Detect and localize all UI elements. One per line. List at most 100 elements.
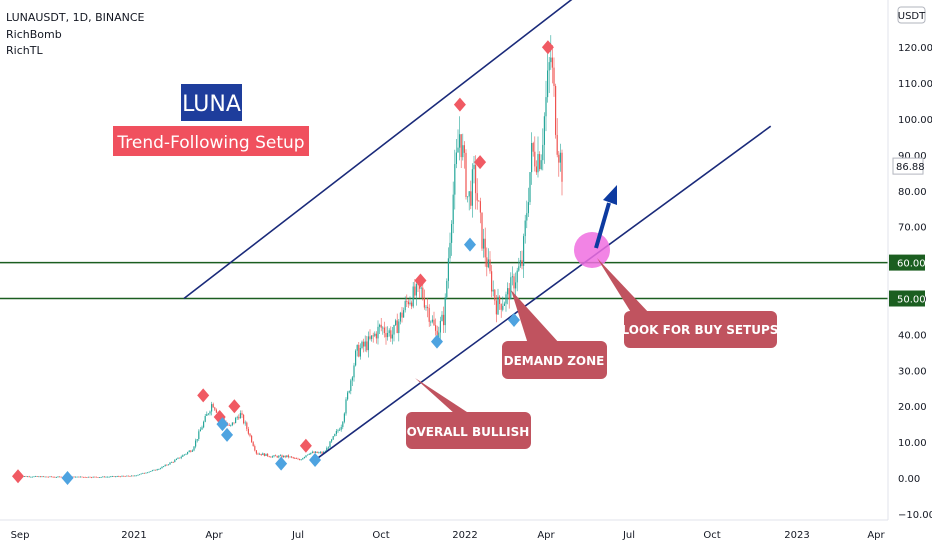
candle bbox=[99, 477, 101, 478]
candle bbox=[492, 289, 494, 292]
level-tag-box bbox=[889, 254, 925, 271]
x-tick-label: Apr bbox=[537, 530, 555, 541]
candle bbox=[385, 333, 387, 338]
demand-callout-pointer bbox=[511, 290, 560, 344]
candle bbox=[513, 276, 515, 289]
buy-signal-diamond bbox=[309, 453, 322, 468]
candle bbox=[367, 336, 369, 351]
candle bbox=[491, 271, 493, 292]
candle bbox=[503, 303, 505, 306]
candle bbox=[275, 455, 277, 457]
candle bbox=[30, 476, 32, 478]
candle bbox=[481, 212, 483, 249]
candle bbox=[342, 421, 344, 428]
candle bbox=[401, 312, 403, 318]
candle bbox=[361, 341, 363, 348]
candle bbox=[387, 332, 389, 338]
candle bbox=[198, 431, 200, 440]
indicator-richbomb[interactable]: RichBomb bbox=[6, 28, 62, 41]
candle bbox=[260, 453, 262, 455]
candle bbox=[316, 451, 318, 453]
up-arrow-shaft bbox=[594, 202, 611, 249]
buy-signal-diamond bbox=[61, 471, 74, 485]
candle bbox=[327, 447, 329, 449]
candle bbox=[292, 457, 294, 459]
candle bbox=[164, 464, 166, 467]
candle bbox=[185, 453, 187, 455]
x-tick-label: Apr bbox=[867, 530, 885, 541]
candle bbox=[337, 430, 339, 432]
y-tick-label: 10.00 bbox=[898, 438, 927, 449]
candle bbox=[364, 341, 366, 347]
candle bbox=[183, 454, 185, 456]
buy-callout-box bbox=[624, 311, 777, 348]
up-arrow-head bbox=[603, 185, 617, 205]
symbol-title[interactable]: LUNAUSDT, 1D, BINANCE bbox=[6, 11, 145, 24]
candle bbox=[561, 152, 563, 182]
candle bbox=[487, 259, 489, 268]
candle bbox=[265, 453, 267, 456]
candle bbox=[511, 276, 513, 278]
candle bbox=[251, 435, 253, 443]
candle bbox=[171, 461, 173, 463]
candle bbox=[55, 477, 57, 478]
candle bbox=[81, 476, 83, 478]
price-tag-label: 86.88 bbox=[896, 162, 925, 173]
candle bbox=[548, 62, 550, 71]
candle bbox=[419, 284, 421, 289]
candle bbox=[331, 439, 333, 442]
candle bbox=[278, 455, 280, 458]
candle bbox=[212, 404, 214, 408]
candle bbox=[41, 476, 43, 478]
candle bbox=[475, 164, 477, 194]
horizontal-levels bbox=[0, 261, 888, 300]
candle bbox=[94, 476, 96, 478]
candle bbox=[276, 456, 278, 458]
candle bbox=[321, 452, 323, 454]
candle bbox=[334, 433, 336, 437]
candle bbox=[518, 266, 520, 271]
buy-signal-diamond bbox=[430, 334, 443, 349]
candle bbox=[507, 288, 509, 295]
candle bbox=[443, 314, 445, 326]
candle bbox=[283, 455, 285, 458]
candle bbox=[447, 258, 449, 281]
candle bbox=[159, 468, 161, 470]
candle bbox=[391, 334, 393, 339]
candle bbox=[420, 287, 422, 289]
candle bbox=[294, 458, 296, 459]
candle bbox=[366, 341, 368, 351]
candle bbox=[308, 454, 310, 455]
price-axis[interactable]: 120.00 110.00 100.00 90.00 80.00 70.00 50.00 40… bbox=[887, 0, 932, 521]
candle bbox=[497, 296, 499, 315]
candle bbox=[79, 476, 81, 478]
candle bbox=[103, 476, 105, 478]
time-axis[interactable]: Sep 2021 Apr Jul Oct 2022 Apr Jul Oct 2023 Apr bbox=[0, 519, 888, 541]
candle bbox=[89, 476, 91, 478]
candle bbox=[199, 429, 201, 432]
candle bbox=[550, 57, 552, 63]
candle bbox=[267, 453, 269, 457]
candle bbox=[158, 468, 160, 470]
candle bbox=[335, 431, 337, 434]
candle bbox=[151, 470, 153, 472]
candle bbox=[201, 427, 203, 430]
subtitle-badge-text: Trend-Following Setup bbox=[116, 133, 304, 153]
candle bbox=[174, 460, 176, 463]
y-tick-label: 100.00 bbox=[898, 115, 932, 126]
candle bbox=[313, 451, 315, 453]
candle bbox=[252, 442, 254, 447]
indicator-richtl[interactable]: RichTL bbox=[6, 44, 43, 57]
candle bbox=[462, 145, 464, 158]
candle bbox=[166, 464, 168, 466]
candle bbox=[527, 202, 529, 214]
candle bbox=[139, 474, 141, 476]
candle bbox=[100, 476, 102, 478]
candle bbox=[206, 414, 208, 417]
candle bbox=[311, 451, 313, 453]
candle bbox=[399, 312, 401, 322]
candle bbox=[76, 476, 78, 478]
candle bbox=[46, 476, 48, 478]
candle bbox=[235, 417, 237, 424]
